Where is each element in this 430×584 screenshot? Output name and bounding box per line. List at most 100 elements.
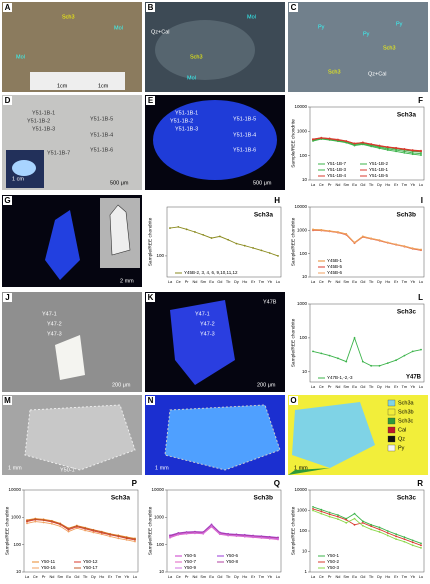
crystal (12, 160, 36, 176)
data-point (125, 538, 128, 541)
data-point (210, 525, 213, 527)
data-point (252, 247, 254, 249)
legend-label: Y50-1 (327, 553, 340, 558)
data-point (395, 149, 397, 151)
y-tick-label: 1000 (297, 228, 308, 233)
data-point (395, 535, 397, 538)
data-point (177, 225, 180, 228)
data-point (42, 519, 45, 521)
photo-label: Y47-3 (200, 331, 215, 337)
x-tick-label: Lu (419, 575, 423, 579)
legend-label: Y50-9 (184, 565, 197, 570)
data-point (411, 153, 414, 156)
crystal (153, 100, 277, 180)
photo-label: 1cm (57, 83, 68, 89)
plot-frame (23, 489, 139, 573)
x-tick-label: Tm (402, 575, 407, 579)
data-point (403, 540, 406, 543)
panel-letter: E (148, 96, 154, 105)
series-line (26, 521, 136, 543)
data-point (218, 235, 221, 238)
x-tick-label: Ce (319, 183, 324, 187)
annotation: Y47B (406, 375, 422, 381)
x-tick-label: Ho (99, 575, 104, 579)
data-point (235, 242, 238, 245)
data-point (337, 138, 339, 141)
x-tick-label: Pr (185, 280, 190, 284)
x-tick-label: Ce (176, 280, 181, 284)
legend-label: Y51-1B-2 (369, 161, 389, 166)
x-tick-label: Nd (192, 575, 197, 579)
legend-label: Y51-1B-3 (327, 167, 347, 172)
data-point (353, 144, 356, 147)
x-tick-label: Sm (343, 575, 349, 579)
data-point (395, 147, 397, 149)
x-tick-label: Nd (49, 575, 54, 579)
letter-box (146, 3, 155, 12)
legend-swatch (387, 417, 396, 425)
data-point (345, 140, 348, 143)
photo-label: Y50-1 (60, 467, 75, 473)
x-tick-label: Lu (276, 280, 280, 284)
data-point (92, 531, 95, 534)
y-axis-label: Sample/REE chondrite (290, 217, 296, 266)
chart-title: Sch3b (253, 495, 273, 502)
chart-title: Sch3c (397, 309, 417, 316)
x-tick-label: Er (394, 183, 399, 187)
data-point (411, 247, 414, 250)
photo-label: 500 μm (253, 180, 272, 186)
data-point (320, 136, 323, 139)
data-point (218, 532, 221, 535)
x-tick-label: Tb (226, 280, 230, 284)
data-point (243, 535, 246, 538)
data-point (411, 544, 414, 547)
y-axis-label: Sample/REE chondrite (290, 119, 296, 168)
panel-letter: N (148, 396, 154, 405)
crystal (45, 210, 80, 280)
x-tick-label: Pr (328, 183, 333, 187)
letter-box (146, 96, 155, 105)
y-tick-label: 1000 (297, 301, 308, 306)
legend-label: Py (398, 445, 405, 451)
data-point (100, 531, 103, 533)
data-point (420, 546, 422, 549)
y-tick-label: 10 (302, 177, 308, 182)
panel-letter: B (148, 3, 154, 12)
x-tick-label: Gd (360, 183, 365, 187)
x-tick-label: Eu (209, 575, 214, 579)
data-point (277, 538, 279, 540)
legend-label: Y51-1B-7 (327, 161, 347, 166)
panel-letter: R (417, 479, 423, 488)
y-tick-label: 100 (299, 251, 307, 256)
data-point (403, 536, 406, 539)
legend-label: Y50-5 (184, 553, 197, 558)
legend-label: Sch3c (398, 418, 414, 424)
x-tick-label: Pr (328, 280, 333, 284)
x-tick-label: Tm (402, 385, 407, 389)
chart-title: Sch3a (254, 212, 274, 219)
panel-letter: I (421, 196, 423, 205)
data-point (403, 150, 406, 153)
photo-label: Y47-3 (47, 331, 62, 337)
data-point (370, 528, 373, 531)
x-tick-label: Gd (74, 575, 79, 579)
x-tick-label: Gd (360, 280, 365, 284)
data-point (169, 227, 171, 229)
letter-box (3, 396, 12, 405)
x-tick-label: Pr (328, 385, 333, 389)
chart-title: Sch3b (396, 212, 416, 219)
x-tick-label: Sm (200, 280, 206, 284)
photo-label: Sch3 (190, 54, 203, 60)
chart-title: Sch3c (397, 495, 417, 502)
data-point (202, 532, 205, 535)
photo-label: Y51-1B-3 (32, 126, 55, 132)
photo-label: Y47-2 (47, 321, 62, 327)
x-tick-label: Er (394, 575, 399, 579)
photo-label: Y47B (263, 299, 277, 305)
letter-box (146, 293, 155, 302)
x-tick-label: Ho (242, 280, 247, 284)
data-point (370, 525, 373, 528)
data-point (277, 255, 279, 257)
photo-label: Y47-2 (200, 321, 215, 327)
panel-letter: G (4, 196, 10, 205)
